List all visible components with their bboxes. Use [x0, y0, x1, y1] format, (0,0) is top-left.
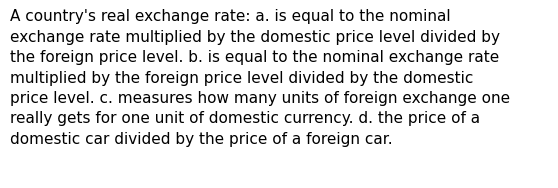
Text: A country's real exchange rate: a. is equal to the nominal
exchange rate multipl: A country's real exchange rate: a. is eq…: [10, 9, 510, 147]
